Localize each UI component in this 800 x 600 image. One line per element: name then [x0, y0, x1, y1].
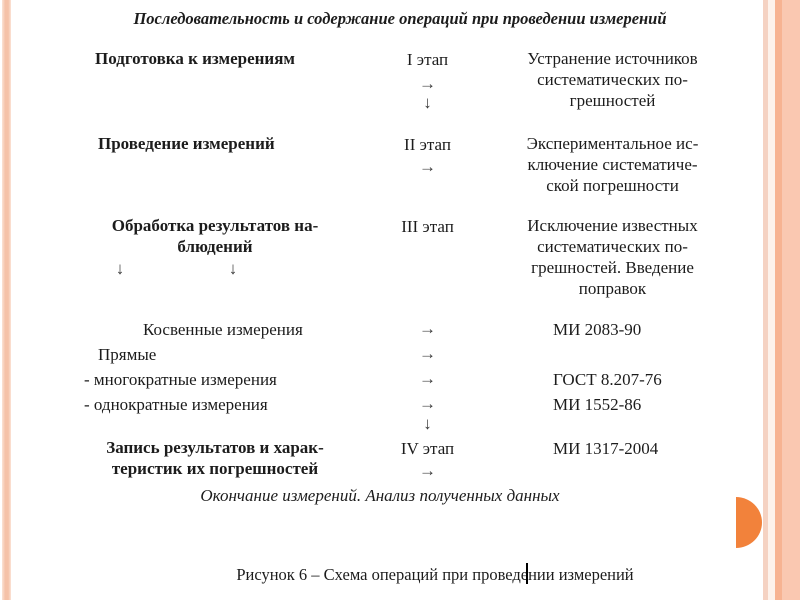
measurement-standard: МИ 2083-90 — [553, 320, 642, 339]
right-border-stripe-medium — [775, 0, 782, 600]
measurement-standard: МИ 1317-2004 — [553, 439, 659, 458]
stage1-right-text: Устранение источников систематических по… — [527, 49, 698, 110]
measurement-standard: ГОСТ 8.207-76 — [553, 370, 662, 389]
stage3-right-text: Исключение известных систематических по-… — [527, 216, 698, 298]
stage1-left-label: Подготовка к измерениям — [95, 49, 295, 68]
arrow-down-icon: ↓ — [228, 259, 238, 278]
arrow-down-icon: ↓ — [423, 93, 432, 112]
left-border-stripe — [2, 0, 11, 600]
right-border-stripe-outer — [763, 0, 768, 600]
arrow-right-icon: → — [419, 461, 436, 480]
figure-caption[interactable]: Рисунок 6 – Схема операций при проведени… — [236, 565, 634, 584]
right-border-stripe-gap — [768, 0, 775, 600]
arrow-right-icon: → — [419, 319, 436, 338]
stage2-right-text: Экспериментальное ис- ключение системати… — [526, 134, 699, 195]
closing-note: Окончание измерений. Анализ полученных д… — [200, 486, 560, 505]
arrow-right-icon: → — [419, 394, 436, 413]
arrow-right-icon: → — [419, 157, 436, 176]
measurement-type-label: - многократные измерения — [84, 370, 277, 389]
stage3-left-label: Обработка результатов на- блюдений — [111, 216, 319, 256]
stage4-left-label: Запись результатов и харак- теристик их … — [106, 438, 324, 478]
measurement-standard: МИ 1552-86 — [553, 395, 642, 414]
arrow-right-icon: → — [419, 369, 436, 388]
arrow-right-icon: → — [419, 74, 436, 93]
measurement-type-label: - однократные измерения — [84, 395, 268, 414]
accent-semicircle-shape — [736, 497, 762, 548]
text-cursor — [526, 563, 528, 584]
arrow-down-icon: ↓ — [115, 259, 125, 278]
stage2-label: II этап — [404, 135, 451, 154]
stage4-label: IV этап — [400, 439, 455, 458]
slide-title: Последовательность и содержание операций… — [133, 9, 667, 28]
measurement-type-label: Прямые — [98, 345, 157, 364]
arrow-right-icon: → — [419, 344, 436, 363]
stage2-left-label: Проведение измерений — [98, 134, 275, 153]
stage1-label: I этап — [406, 50, 449, 69]
right-border-stripe-wide — [782, 0, 800, 600]
arrow-down-icon: ↓ — [423, 414, 432, 433]
stage3-label: III этап — [401, 217, 454, 236]
measurement-type-label: Косвенные измерения — [143, 320, 303, 339]
